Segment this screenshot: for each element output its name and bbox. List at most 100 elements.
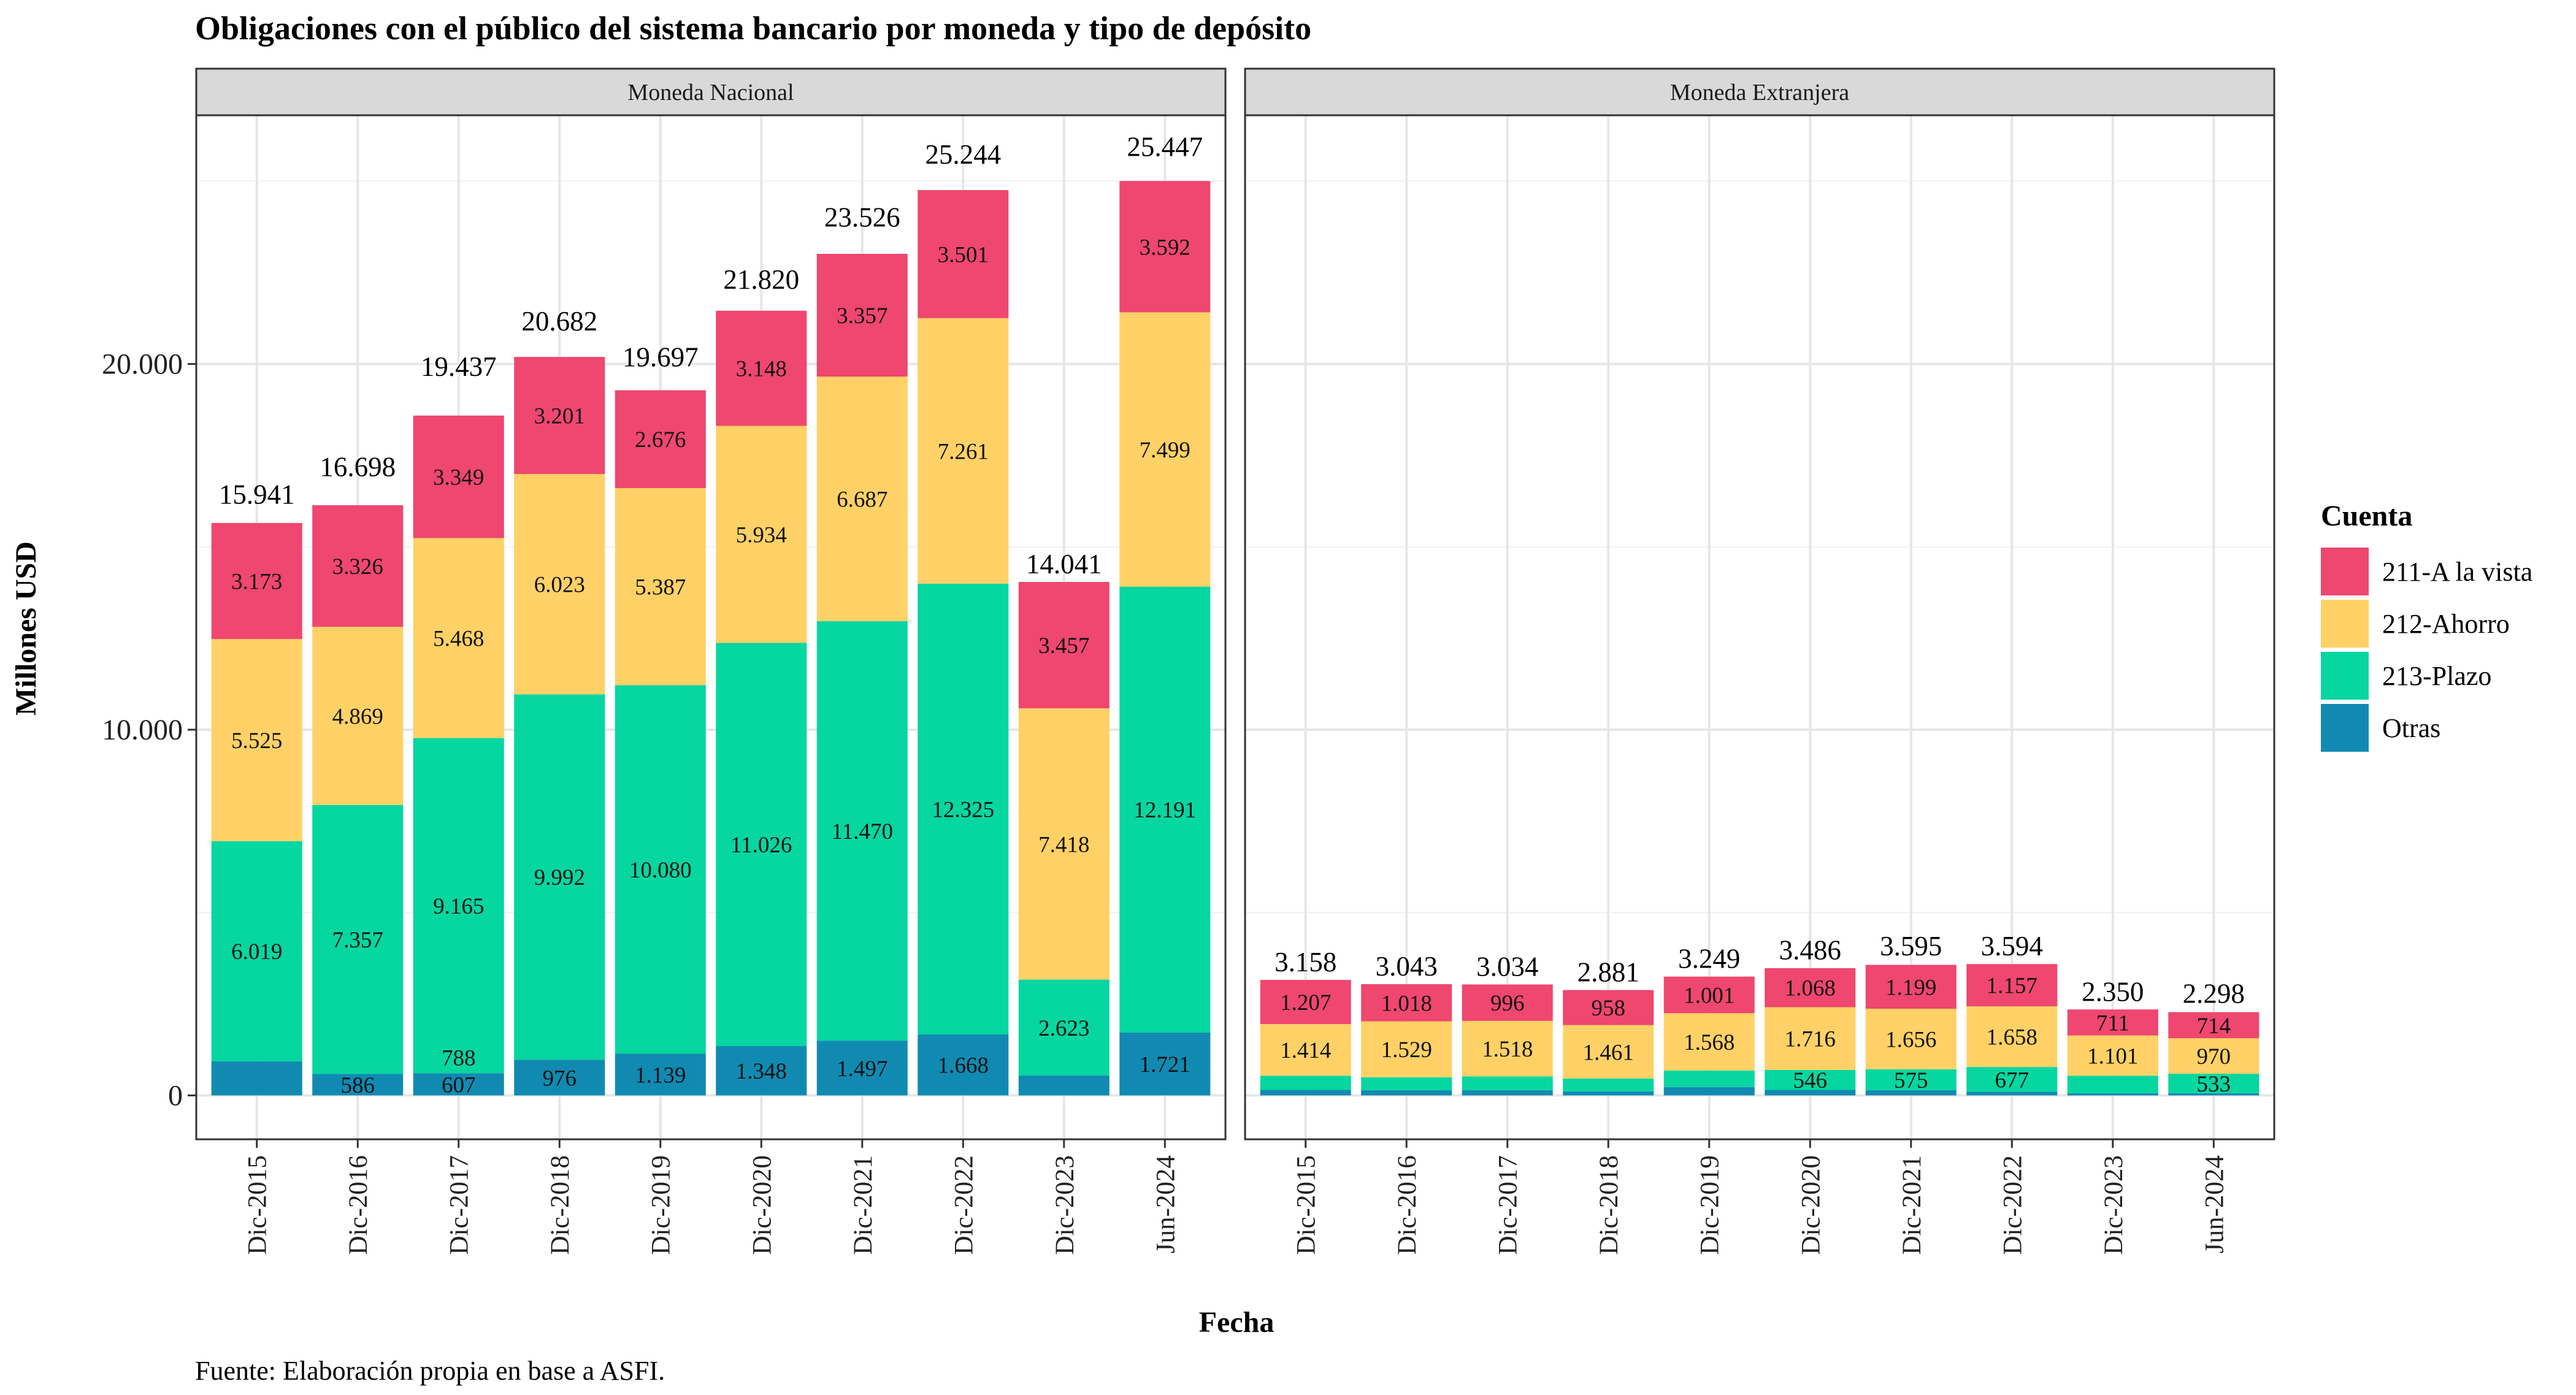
bar-segment [1663,1087,1755,1096]
panel-strip [1244,67,2275,117]
total-label: 2.298 [2183,978,2245,1009]
segment-label: 958 [1591,996,1625,1021]
bar-segment [615,1053,706,1096]
segment-label: 1.529 [1381,1038,1432,1063]
segment-label: 2.623 [1038,1016,1089,1041]
segment-label: 996 [1490,991,1525,1016]
segment-label: 3.201 [534,404,585,429]
bar-segment [1361,984,1452,1022]
bar-segment [2168,1074,2260,1093]
segment-label: 2.676 [635,427,686,453]
x-tick-label: Dic-2015 [243,1155,272,1255]
bar-segment [615,685,706,1054]
bar-segment [211,1061,302,1096]
legend-title: Cuenta [2321,500,2412,532]
segment-label: 533 [2197,1072,2231,1097]
panel-moneda-extranjera: Moneda Extranjera 1.414 1.207 3.158 Dic-2015… [1244,67,2275,1255]
bar-segment [1966,1006,2058,1068]
x-tick-label: Dic-2017 [1494,1155,1523,1255]
segment-label: 9.992 [534,865,585,890]
segment-label: 1.656 [1885,1027,1936,1052]
segment-label: 11.470 [832,819,893,844]
bar-segment [615,390,706,488]
total-label: 14.041 [1026,549,1102,579]
bar-segment [1563,1078,1654,1091]
segment-label: 1.668 [938,1053,989,1079]
segment-label: 714 [2197,1014,2231,1039]
segment-label: 7.357 [332,928,383,953]
segment-label: 7.261 [938,439,989,464]
x-tick-label: Dic-2018 [1595,1155,1623,1255]
segment-label: 1.139 [635,1063,686,1088]
segment-label: 3.501 [938,242,989,267]
segment-label: 3.148 [736,357,787,382]
segment-label: 10.080 [629,858,692,883]
segment-label: 677 [1995,1068,2030,1093]
bar-segment [1966,964,2058,1007]
legend-label: 213-Plazo [2382,661,2491,691]
bar-segment [211,522,302,640]
segment-label: 5.934 [736,522,787,548]
segment-label: 575 [1894,1068,1928,1093]
bar-segment [918,318,1009,584]
bar-segment [1119,586,1211,1033]
panels: Moneda Nacional 6.019 5.525 3.173 15.941 Dic-… [102,67,2275,1255]
bar-segment [1563,1025,1654,1079]
bar-segment [1663,1070,1755,1087]
segment-label: 12.191 [1133,798,1196,823]
bar-segment [514,1060,605,1096]
bar-segment [413,538,504,738]
segment-label: 1.207 [1280,990,1331,1015]
bar-segment [1361,1021,1452,1077]
source-caption: Fuente: Elaboración propia en base a ASF… [195,1356,665,1386]
segment-label: 1.348 [736,1059,787,1084]
x-axis-title: Fecha [1199,1306,1275,1339]
x-tick-label: Dic-2017 [445,1155,474,1255]
total-label: 3.249 [1678,944,1740,974]
bar-segment [413,415,504,538]
bar-segment [1563,1091,1654,1096]
total-label: 3.043 [1376,951,1438,982]
total-label: 23.526 [824,202,900,232]
bar-segment [1260,1076,1351,1090]
bar-segment [1462,1076,1553,1091]
bar-segment [1966,1067,2058,1092]
bar-segment [1462,1020,1553,1077]
segment-label: 6.023 [534,573,585,598]
x-tick-label: Dic-2022 [949,1155,978,1255]
bar-segment [816,376,908,622]
bar-segment [1018,708,1110,980]
segment-label: 607 [442,1072,476,1098]
total-label: 19.437 [421,351,497,382]
panel-border [195,114,1227,1141]
bar-segment [816,621,908,1041]
bar-segment [1260,980,1351,1025]
total-label: 3.034 [1476,951,1538,982]
bar-segment [1865,1069,1957,1091]
segment-label: 1.157 [1987,974,2037,999]
segment-label: 546 [1793,1068,1828,1093]
bar-segment [1462,984,1553,1021]
x-tick-label: Dic-2019 [647,1155,676,1255]
panel-strip-label: Moneda Extranjera [1670,80,1849,105]
legend-label: 212-Ahorro [2382,609,2510,639]
legend-label: 211-A la vista [2382,557,2532,587]
segment-label: 1.414 [1280,1038,1331,1063]
segment-label: 3.357 [837,304,887,329]
bar-segment [413,1073,504,1096]
segment-label: 1.001 [1684,984,1735,1009]
legend-key [2321,548,2369,595]
total-label: 2.881 [1577,957,1639,988]
panel-border [1244,114,2275,1141]
segment-label: 1.497 [837,1057,887,1082]
legend-key [2321,652,2369,700]
x-tick-label: Dic-2015 [1292,1155,1321,1255]
y-tick-label: 10.000 [102,714,183,746]
bar-segment [2168,1038,2260,1074]
bar-segment [413,738,504,1074]
bar-segment [514,474,605,695]
chart-title: Obligaciones con el público del sistema … [195,10,1311,47]
segment-label: 976 [542,1066,577,1091]
bar-segment [1018,1076,1110,1096]
